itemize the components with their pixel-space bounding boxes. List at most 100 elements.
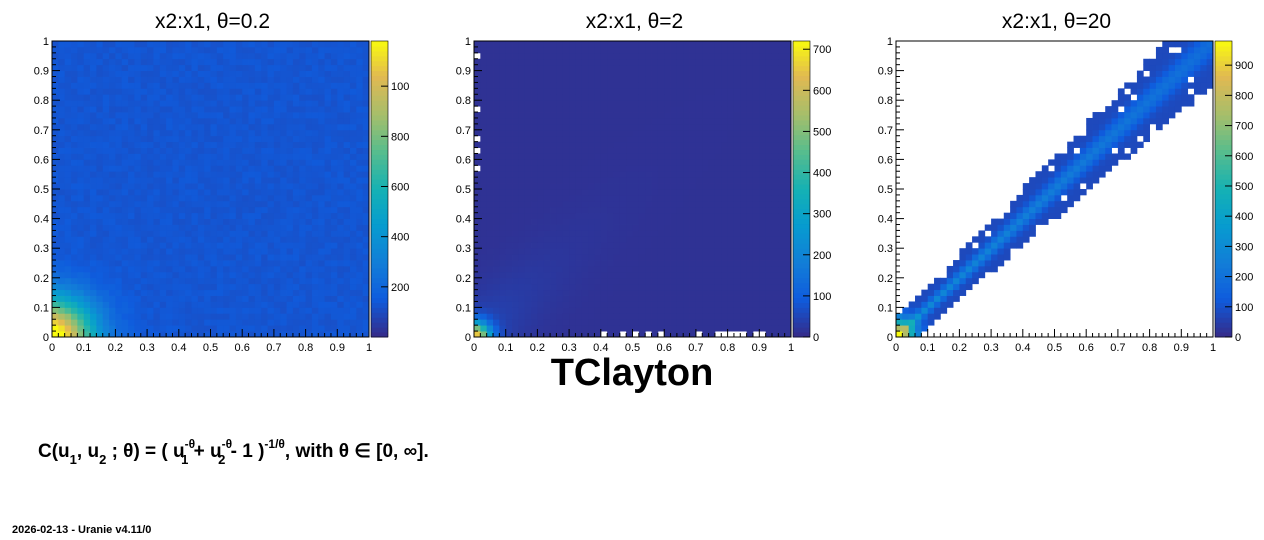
heatmap-cell (702, 88, 709, 95)
heatmap-cell (235, 236, 243, 243)
heatmap-cell (543, 100, 551, 107)
heatmap-cell (518, 135, 526, 143)
heatmap-cell (254, 271, 262, 279)
heatmap-cell (518, 218, 526, 225)
heatmap-cell (480, 295, 488, 302)
heatmap-cell (733, 277, 741, 285)
colorbar-segment (371, 105, 388, 111)
heatmap-cell (708, 94, 716, 101)
heatmap-cell (581, 230, 589, 237)
heatmap-cell (550, 265, 557, 273)
heatmap-cell (721, 183, 728, 190)
heatmap-cell (305, 260, 313, 267)
heatmap-cell (204, 248, 211, 255)
heatmap-cell (128, 147, 135, 154)
heatmap-cell (556, 194, 564, 202)
colorbar-segment (371, 238, 388, 244)
heatmap-cell (248, 112, 256, 119)
heatmap-cell (524, 129, 532, 137)
heatmap-cell (569, 260, 576, 267)
heatmap-cell (261, 319, 268, 326)
heatmap-cell (254, 212, 262, 219)
heatmap-cell (676, 254, 684, 261)
heatmap-cell (178, 307, 186, 314)
heatmap-cell (280, 46, 287, 54)
heatmap-cell (518, 224, 526, 231)
heatmap-cell (109, 41, 116, 48)
heatmap-cell (626, 277, 633, 285)
heatmap-cell (626, 100, 633, 107)
heatmap-cell (178, 88, 186, 95)
heatmap-cell (613, 52, 621, 60)
heatmap-cell (58, 147, 66, 154)
heatmap-cell (305, 147, 313, 154)
heatmap-cell (746, 218, 754, 225)
heatmap-cell (216, 212, 224, 219)
heatmap-cell (235, 41, 243, 48)
heatmap-cell (607, 218, 614, 225)
heatmap-cell (197, 64, 205, 71)
heatmap-cell (343, 200, 351, 208)
heatmap-cell (569, 283, 576, 291)
heatmap-cell (474, 254, 481, 261)
heatmap-cell (638, 271, 646, 279)
heatmap-cell (286, 46, 294, 54)
heatmap-cell (305, 112, 313, 119)
heatmap-cell (109, 325, 116, 332)
heatmap-cell (499, 177, 507, 184)
heatmap-cell (740, 224, 748, 231)
heatmap-cell (683, 106, 690, 113)
heatmap-cell (733, 242, 741, 249)
heatmap-cell (64, 135, 72, 143)
heatmap-cell (71, 165, 78, 172)
heatmap-cell (191, 64, 199, 71)
heatmap-cell (58, 165, 66, 172)
heatmap-cell (600, 82, 608, 89)
heatmap-cell (600, 206, 608, 214)
heatmap-cell (229, 260, 237, 267)
heatmap-cell (512, 230, 519, 237)
heatmap-cell (229, 94, 237, 101)
heatmap-cell (689, 76, 697, 83)
heatmap-cell (121, 100, 129, 107)
heatmap-cell (324, 212, 332, 219)
heatmap-cell (349, 331, 357, 338)
heatmap-cell (305, 88, 313, 95)
heatmap-cell (337, 224, 345, 231)
heatmap-cell (714, 58, 722, 66)
heatmap-cell (58, 319, 66, 326)
heatmap-cell (362, 141, 370, 148)
heatmap-cell (267, 307, 275, 314)
heatmap-cell (752, 301, 760, 308)
heatmap-cell (286, 88, 294, 95)
heatmap-cell (166, 88, 173, 95)
heatmap-cell (96, 112, 104, 119)
heatmap-cell (58, 301, 66, 308)
heatmap-cell (254, 301, 262, 308)
heatmap-cell (588, 58, 595, 66)
heatmap-cell (292, 123, 300, 131)
heatmap-panel-2: x2:x1, θ=2000.10.10.20.20.30.30.40.40.50… (456, 10, 832, 354)
heatmap-cell (242, 271, 249, 279)
heatmap-cell (594, 277, 602, 285)
heatmap-cell (645, 41, 652, 48)
heatmap-cell (657, 153, 665, 160)
heatmap-cell (518, 165, 526, 172)
heatmap-cell (664, 313, 671, 320)
heatmap-cell (286, 171, 294, 178)
heatmap-cell (613, 129, 621, 137)
heatmap-cell (499, 171, 507, 178)
heatmap-cell (191, 230, 199, 237)
heatmap-cell (531, 41, 538, 48)
heatmap-cell (746, 159, 754, 166)
heatmap-cell (619, 230, 627, 237)
heatmap-cell (537, 212, 545, 219)
heatmap-cell (594, 200, 602, 208)
heatmap-cell (575, 248, 583, 255)
heatmap-cell (619, 307, 627, 314)
heatmap-cell (550, 70, 557, 77)
heatmap-cell (486, 224, 494, 231)
heatmap-cell (318, 70, 326, 77)
heatmap-cell (197, 212, 205, 219)
heatmap-cell (746, 265, 754, 273)
